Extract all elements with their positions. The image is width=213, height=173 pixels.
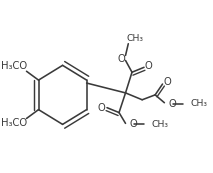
Text: H₃CO: H₃CO (1, 118, 27, 128)
Text: CH₃: CH₃ (151, 120, 168, 129)
Text: O: O (98, 103, 105, 113)
Text: CH₃: CH₃ (126, 34, 143, 43)
Text: O: O (145, 61, 153, 71)
Text: CH₃: CH₃ (190, 99, 207, 108)
Text: O: O (168, 99, 176, 109)
Text: O: O (129, 119, 137, 129)
Text: O: O (118, 54, 126, 64)
Text: O: O (163, 77, 171, 87)
Text: H₃CO: H₃CO (1, 61, 27, 71)
